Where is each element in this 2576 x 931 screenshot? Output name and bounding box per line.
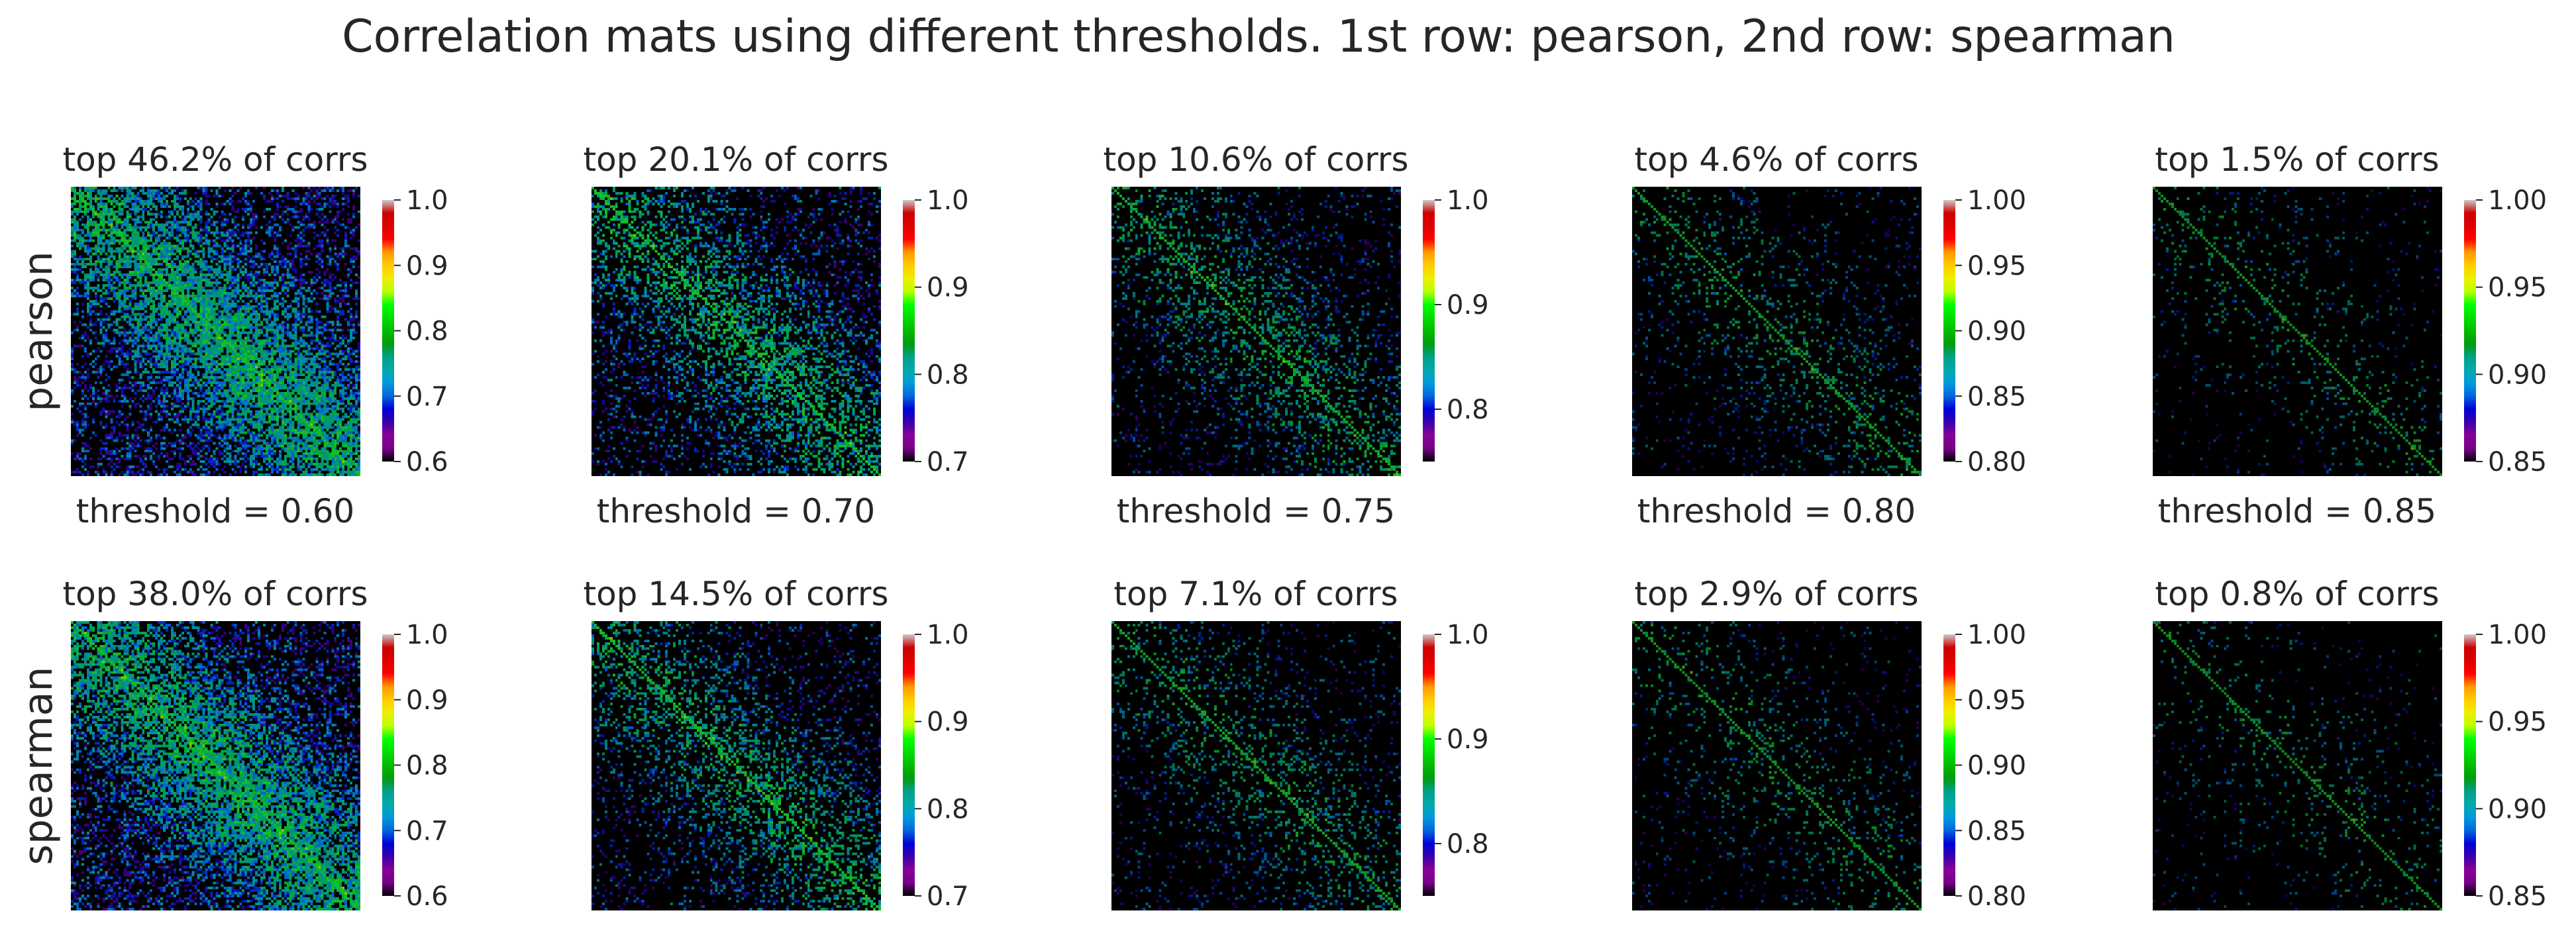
panel-spearman-3: top 2.9% of corrs 0.80 0.85 0.90 0.95 1.00	[1632, 575, 2026, 912]
threshold-label: threshold = 0.70	[597, 492, 875, 530]
row-label-pearson: pearson	[15, 251, 62, 411]
colorbar-tick-label: 1.0	[1447, 620, 1489, 650]
heatmap-image	[1111, 187, 1401, 476]
colorbar-tick-label: 1.00	[2488, 185, 2547, 216]
colorbar-tick-label: 0.8	[406, 751, 448, 781]
colorbar	[1423, 200, 1435, 462]
panel-spearman-4: top 0.8% of corrs 0.85 0.90 0.95 1.00	[2153, 575, 2547, 912]
threshold-label: threshold = 0.80	[1637, 492, 1916, 530]
heatmap-image	[1111, 621, 1401, 910]
panel-title: top 20.1% of corrs	[583, 140, 888, 179]
colorbar-tick-label: 1.00	[2488, 620, 2547, 650]
panel-title: top 38.0% of corrs	[62, 575, 368, 613]
panels-group: pearson top 46.2% of corrs 0.6 0.7 0.8 0.9 1.0…	[15, 140, 2547, 912]
colorbar-tick-label: 1.0	[406, 620, 448, 650]
colorbar-tick-label: 1.0	[1447, 185, 1489, 216]
colorbar	[2464, 634, 2476, 896]
colorbar-tick-label: 0.8	[1447, 395, 1489, 425]
panel-title: top 2.9% of corrs	[1634, 575, 1918, 613]
colorbar-tick-label: 0.85	[1967, 816, 2026, 846]
colorbar-tick-label: 0.95	[1967, 251, 2026, 281]
colorbar-tick-label: 1.0	[927, 620, 969, 650]
colorbar-tick-label: 0.8	[1447, 829, 1489, 859]
panel-title: top 14.5% of corrs	[583, 575, 888, 613]
colorbar-tick-label: 0.6	[406, 447, 448, 477]
panel-pearson-2: top 10.6% of corrs 0.8 0.9 1.0 threshold = 0…	[1103, 140, 1488, 530]
colorbar-tick-label: 0.8	[406, 317, 448, 347]
colorbar-tick-label: 0.95	[2488, 707, 2547, 738]
panel-spearman-0: top 38.0% of corrs 0.6 0.7 0.8 0.9 1.0	[62, 575, 448, 912]
colorbar	[1943, 200, 1955, 462]
colorbar	[382, 634, 394, 896]
colorbar	[1423, 634, 1435, 896]
heatmap-image	[2153, 187, 2442, 476]
threshold-label: threshold = 0.85	[2158, 492, 2436, 530]
row-label-spearman: spearman	[15, 667, 62, 865]
figure-title: Correlation mats using different thresho…	[342, 11, 2175, 63]
colorbar-tick-label: 0.90	[1967, 751, 2026, 781]
colorbar-tick-label: 0.8	[927, 360, 969, 390]
colorbar-tick-label: 0.7	[406, 381, 448, 412]
threshold-label: threshold = 0.75	[1117, 492, 1395, 530]
panel-title: top 46.2% of corrs	[62, 140, 368, 179]
panel-spearman-1: top 14.5% of corrs 0.7 0.8 0.9 1.0	[583, 575, 968, 912]
heatmap-image	[592, 187, 881, 476]
colorbar-tick-label: 0.85	[2488, 447, 2547, 477]
colorbar-tick-label: 0.80	[1967, 447, 2026, 477]
panel-title: top 10.6% of corrs	[1103, 140, 1408, 179]
heatmap-image	[2153, 621, 2442, 910]
colorbar-tick-label: 0.9	[406, 685, 448, 716]
colorbar-tick-label: 0.9	[927, 707, 969, 738]
colorbar-tick-label: 0.7	[927, 881, 969, 912]
colorbar	[382, 200, 394, 462]
colorbar-tick-label: 0.90	[2488, 794, 2547, 824]
colorbar-tick-label: 1.0	[927, 185, 969, 216]
colorbar	[1943, 634, 1955, 896]
colorbar-tick-label: 0.95	[2488, 273, 2547, 303]
heatmap-image	[1632, 621, 1922, 910]
colorbar-tick-label: 0.9	[927, 273, 969, 303]
colorbar-tick-label: 0.7	[406, 816, 448, 846]
colorbar-tick-label: 1.0	[406, 185, 448, 216]
colorbar-tick-label: 0.8	[927, 794, 969, 824]
panel-pearson-0: top 46.2% of corrs 0.6 0.7 0.8 0.9 1.0 thresho…	[62, 140, 448, 530]
colorbar-tick-label: 0.95	[1967, 685, 2026, 716]
heatmap-image	[71, 187, 360, 476]
panel-spearman-2: top 7.1% of corrs 0.8 0.9 1.0	[1111, 575, 1489, 910]
panel-pearson-4: top 1.5% of corrs 0.85 0.90 0.95 1.00 thresho…	[2153, 140, 2547, 530]
panel-title: top 4.6% of corrs	[1634, 140, 1918, 179]
panel-title: top 0.8% of corrs	[2155, 575, 2439, 613]
threshold-label: threshold = 0.60	[76, 492, 354, 530]
heatmap-image	[592, 621, 881, 910]
colorbar-tick-label: 0.7	[927, 447, 969, 477]
colorbar-tick-label: 0.6	[406, 881, 448, 912]
heatmap-image	[71, 621, 360, 910]
panel-title: top 1.5% of corrs	[2155, 140, 2439, 179]
colorbar	[2464, 200, 2476, 462]
colorbar-tick-label: 0.85	[2488, 881, 2547, 912]
panel-pearson-1: top 20.1% of corrs 0.7 0.8 0.9 1.0 threshold …	[583, 140, 968, 530]
colorbar-tick-label: 0.90	[1967, 317, 2026, 347]
panel-pearson-3: top 4.6% of corrs 0.80 0.85 0.90 0.95 1.00 thr…	[1632, 140, 2026, 530]
colorbar-tick-label: 1.00	[1967, 620, 2026, 650]
colorbar-tick-label: 0.90	[2488, 360, 2547, 390]
colorbar-tick-label: 0.80	[1967, 881, 2026, 912]
colorbar-tick-label: 0.9	[1447, 724, 1489, 755]
colorbar-tick-label: 0.85	[1967, 381, 2026, 412]
colorbar-tick-label: 0.9	[406, 251, 448, 281]
panel-title: top 7.1% of corrs	[1113, 575, 1398, 613]
colorbar	[903, 200, 915, 462]
heatmap-image	[1632, 187, 1922, 476]
colorbar	[903, 634, 915, 896]
colorbar-tick-label: 0.9	[1447, 290, 1489, 320]
colorbar-tick-label: 1.00	[1967, 185, 2026, 216]
